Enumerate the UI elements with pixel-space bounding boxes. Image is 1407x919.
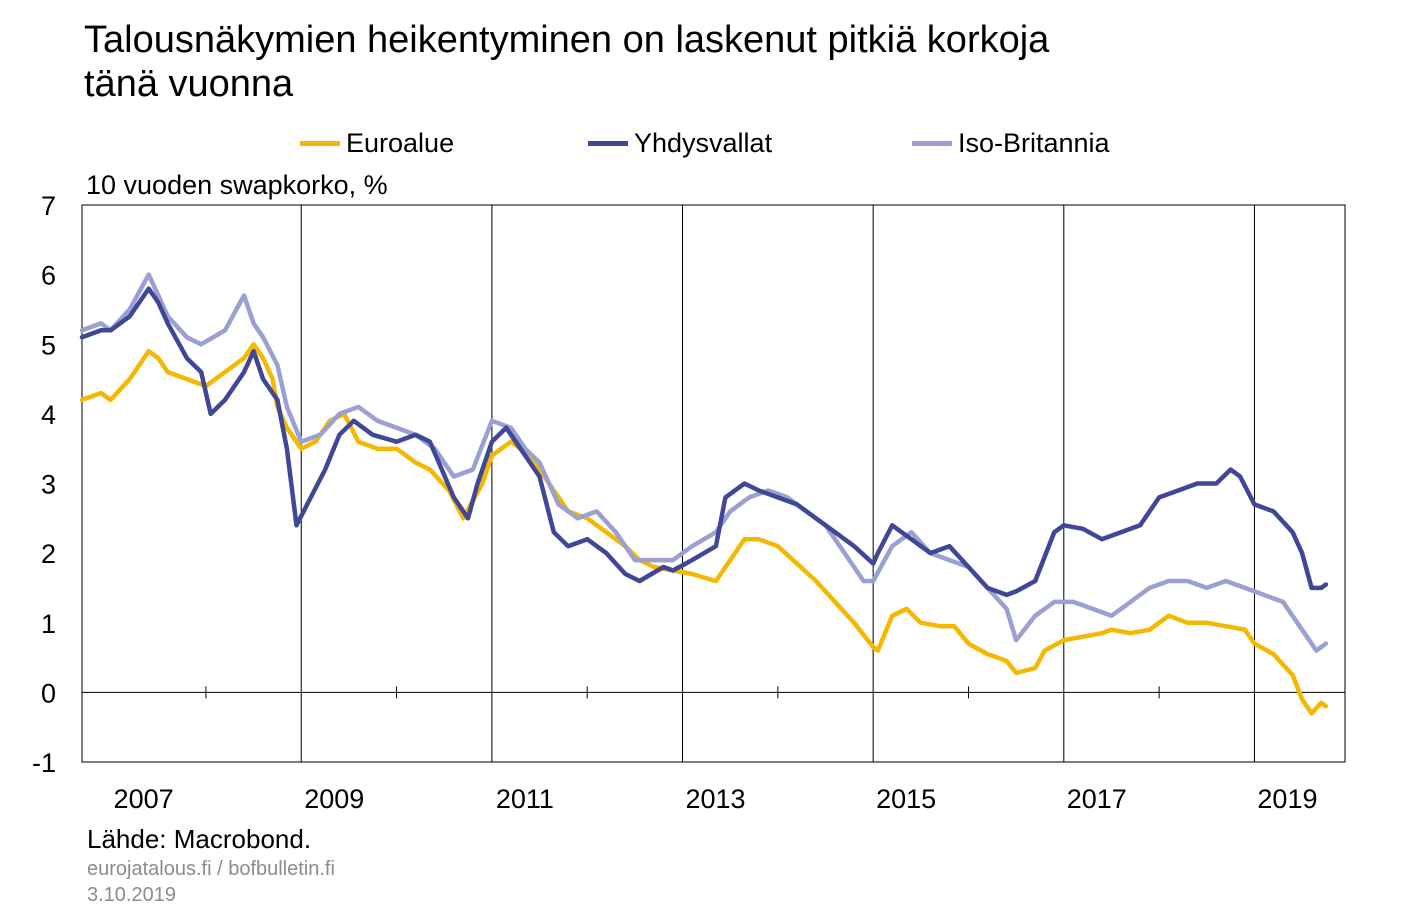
series-line-yhdysvallat: [79, 286, 1329, 598]
x-tick-label-2015: 2015: [876, 784, 936, 814]
x-tick-label-2019: 2019: [1257, 784, 1317, 814]
x-tick-label-2011: 2011: [496, 784, 554, 814]
plot-frame: [81, 204, 1346, 763]
source-note: Lähde: Macrobond.: [87, 824, 312, 854]
y-tick-label-2: 2: [41, 539, 56, 569]
chart-legend: Euroalue Yhdysvallat Iso-Britannia: [0, 128, 1407, 164]
y-tick-label--1: -1: [32, 748, 56, 778]
legend-swatch-yhdysvallat: [588, 141, 628, 146]
legend-label-euroalue: Euroalue: [346, 128, 455, 158]
y-tick-label-1: 1: [41, 609, 56, 639]
y-tick-label-6: 6: [41, 261, 56, 291]
footer-sites: eurojatalous.fi / bofbulletin.fi: [87, 858, 335, 880]
legend-item-iso-britannia: Iso-Britannia: [912, 128, 1110, 159]
y-tick-label-4: 4: [41, 400, 56, 430]
y-tick-label-3: 3: [41, 470, 56, 500]
footer-date: 3.10.2019: [87, 884, 176, 906]
series-line-iso-britannia: [79, 272, 1329, 653]
chart-title: Talousnäkymien heikentyminen on laskenut…: [84, 18, 1344, 106]
legend-label-iso-britannia: Iso-Britannia: [958, 128, 1110, 158]
x-tick-label-2013: 2013: [685, 784, 745, 814]
legend-item-euroalue: Euroalue: [300, 128, 454, 159]
y-tick-label-0: 0: [41, 678, 56, 708]
legend-swatch-euroalue: [300, 141, 340, 146]
legend-label-yhdysvallat: Yhdysvallat: [634, 128, 773, 158]
y-tick-label-5: 5: [41, 330, 56, 360]
chart-title-line-1: Talousnäkymien heikentyminen on laskenut…: [84, 19, 1050, 61]
chart-title-line-2: tänä vuonna: [84, 63, 294, 105]
series-line-euroalue: [79, 342, 1329, 716]
y-tick-label-7: 7: [41, 191, 56, 221]
x-tick-label-2017: 2017: [1067, 784, 1127, 814]
legend-swatch-iso-britannia: [912, 141, 952, 146]
x-tick-label-2007: 2007: [114, 784, 174, 814]
legend-item-yhdysvallat: Yhdysvallat: [588, 128, 772, 159]
y-axis-label: 10 vuoden swapkorko, %: [86, 170, 388, 200]
x-tick-label-2009: 2009: [304, 784, 364, 814]
